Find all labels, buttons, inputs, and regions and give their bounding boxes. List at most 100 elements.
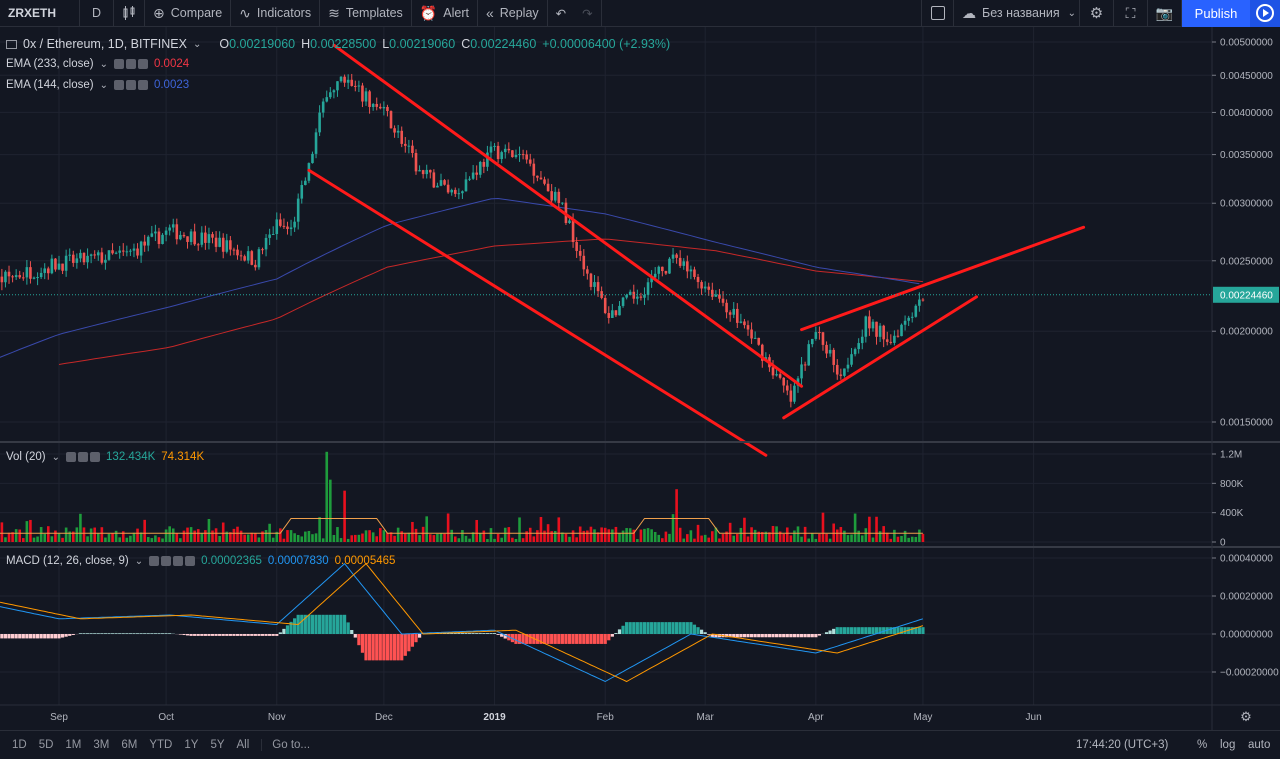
- trendline-4[interactable]: [800, 225, 1086, 332]
- ema-144-path: [0, 197, 920, 358]
- candle-body: [129, 250, 132, 252]
- candle-body: [414, 153, 418, 172]
- compare-button[interactable]: ⊕ Compare: [145, 0, 232, 27]
- volume-bar: [796, 526, 800, 542]
- range-button-3m[interactable]: 3M: [93, 739, 110, 751]
- range-button-6m[interactable]: 6M: [121, 739, 138, 751]
- range-button-5d[interactable]: 5D: [38, 739, 54, 751]
- gear-icon[interactable]: [161, 556, 172, 566]
- log-scale-button[interactable]: log: [1220, 739, 1236, 751]
- trendline-2[interactable]: [307, 168, 768, 457]
- chevron-down-icon[interactable]: ⌄: [192, 38, 202, 50]
- trendlines[interactable]: [307, 43, 1086, 457]
- volume-bar: [918, 529, 921, 542]
- open-key: O: [219, 37, 230, 51]
- eye-icon[interactable]: [113, 80, 124, 90]
- volume-bar: [714, 527, 718, 542]
- percent-scale-button[interactable]: %: [1197, 739, 1208, 751]
- range-button-1d[interactable]: 1D: [12, 739, 27, 751]
- gear-icon[interactable]: [78, 452, 89, 462]
- range-button-ytd[interactable]: YTD: [149, 739, 173, 751]
- candle-body: [657, 266, 661, 274]
- macd-label[interactable]: MACD (12, 26, close, 9): [6, 555, 129, 567]
- eye-icon[interactable]: [149, 556, 160, 566]
- layout-name-button[interactable]: ☁ Без названия ⌄: [954, 0, 1080, 27]
- range-button-all[interactable]: All: [236, 739, 250, 751]
- indicators-button[interactable]: ∿ Indicators: [231, 0, 321, 27]
- auto-scale-button[interactable]: auto: [1248, 739, 1271, 751]
- trendline-3[interactable]: [782, 295, 978, 420]
- macd-histogram-bar: [803, 634, 807, 638]
- axis-settings-gear-icon[interactable]: ⚙: [1240, 709, 1252, 724]
- macd-histogram-bar: [760, 634, 764, 638]
- macd-histogram-bar: [14, 634, 18, 639]
- gear-icon[interactable]: [125, 59, 136, 69]
- macd-histogram-bar: [82, 633, 86, 634]
- close-icon[interactable]: [137, 80, 148, 90]
- symbol-search-button[interactable]: ZRXETH: [0, 0, 80, 27]
- macd-buttons[interactable]: [149, 556, 196, 566]
- macd-tick-label: −0.00020000: [1220, 668, 1279, 679]
- snapshot-button[interactable]: 📷: [1148, 0, 1182, 27]
- volume-buttons[interactable]: [66, 452, 101, 462]
- code-icon[interactable]: [173, 556, 184, 566]
- chart-type-button[interactable]: [114, 0, 145, 27]
- redo-button[interactable]: ↷: [574, 0, 602, 27]
- range-button-5y[interactable]: 5Y: [210, 739, 225, 751]
- alert-button[interactable]: ⏰ Alert: [412, 0, 478, 27]
- symbol-title[interactable]: 0x / Ethereum, 1D, BITFINEX: [23, 37, 187, 51]
- price-tick-label: 0.00200000: [1220, 327, 1273, 338]
- macd-histogram-bar: [389, 634, 393, 661]
- macd-histogram-bar: [450, 633, 454, 634]
- publish-button[interactable]: Publish: [1182, 0, 1250, 27]
- candle-body: [143, 241, 146, 246]
- close-icon[interactable]: [185, 556, 196, 566]
- eye-icon[interactable]: [66, 452, 77, 462]
- volume-bar: [86, 536, 89, 542]
- fullscreen-toggle-button[interactable]: [922, 0, 954, 27]
- settings-button[interactable]: ⚙: [1080, 0, 1114, 27]
- volume-bar: [496, 533, 500, 542]
- close-icon[interactable]: [90, 452, 101, 462]
- go-to-button[interactable]: Go to...: [261, 739, 310, 751]
- candle-body: [236, 249, 239, 256]
- macd-histogram-bar: [60, 634, 65, 638]
- ema-233-buttons[interactable]: [113, 59, 148, 69]
- range-button-1m[interactable]: 1M: [65, 739, 82, 751]
- expand-button[interactable]: ⛶: [1114, 0, 1148, 27]
- high-value: 0.00228500: [310, 37, 377, 51]
- undo-button[interactable]: ↶: [548, 0, 574, 27]
- ema-144-buttons[interactable]: [113, 80, 148, 90]
- toolbar-spacer: [602, 0, 922, 27]
- templates-button[interactable]: ≋ Templates: [320, 0, 412, 27]
- macd-histogram-bar: [742, 634, 747, 638]
- replay-button[interactable]: « Replay: [478, 0, 548, 27]
- chevron-down-icon[interactable]: ⌄: [51, 451, 61, 463]
- chart-area[interactable]: 0.00500000 0.00450000 0.00400000 0.00350000…: [0, 27, 1280, 730]
- volume-bar: [639, 529, 643, 542]
- volume-label[interactable]: Vol (20): [6, 451, 46, 463]
- trendline-1[interactable]: [332, 43, 804, 388]
- clock-readout[interactable]: 17:44:20 (UTC+3): [1076, 739, 1169, 751]
- macd-histogram-bar: [728, 634, 732, 638]
- range-button-1y[interactable]: 1Y: [184, 739, 199, 751]
- close-icon[interactable]: [137, 59, 148, 69]
- candle-body: [403, 143, 407, 146]
- volume-bar: [782, 533, 786, 542]
- eye-icon[interactable]: [113, 59, 124, 69]
- video-button[interactable]: [1250, 0, 1280, 27]
- chevron-down-icon[interactable]: ⌄: [99, 79, 108, 91]
- last-price-badge: [1213, 286, 1279, 303]
- collapse-legend-icon[interactable]: [6, 39, 17, 49]
- macd-histogram-bar: [614, 633, 618, 634]
- chevron-down-icon[interactable]: ⌄: [134, 555, 144, 567]
- volume-bar: [453, 536, 457, 542]
- ema-144-label[interactable]: EMA (144, close): [6, 79, 94, 91]
- ema-233-label[interactable]: EMA (233, close): [6, 58, 94, 70]
- chevron-down-icon[interactable]: ⌄: [99, 58, 108, 70]
- gear-icon[interactable]: [125, 80, 136, 90]
- volume-bar: [132, 532, 136, 542]
- interval-button[interactable]: D: [80, 0, 114, 27]
- candle-body: [375, 103, 379, 107]
- volume-bar: [882, 526, 885, 542]
